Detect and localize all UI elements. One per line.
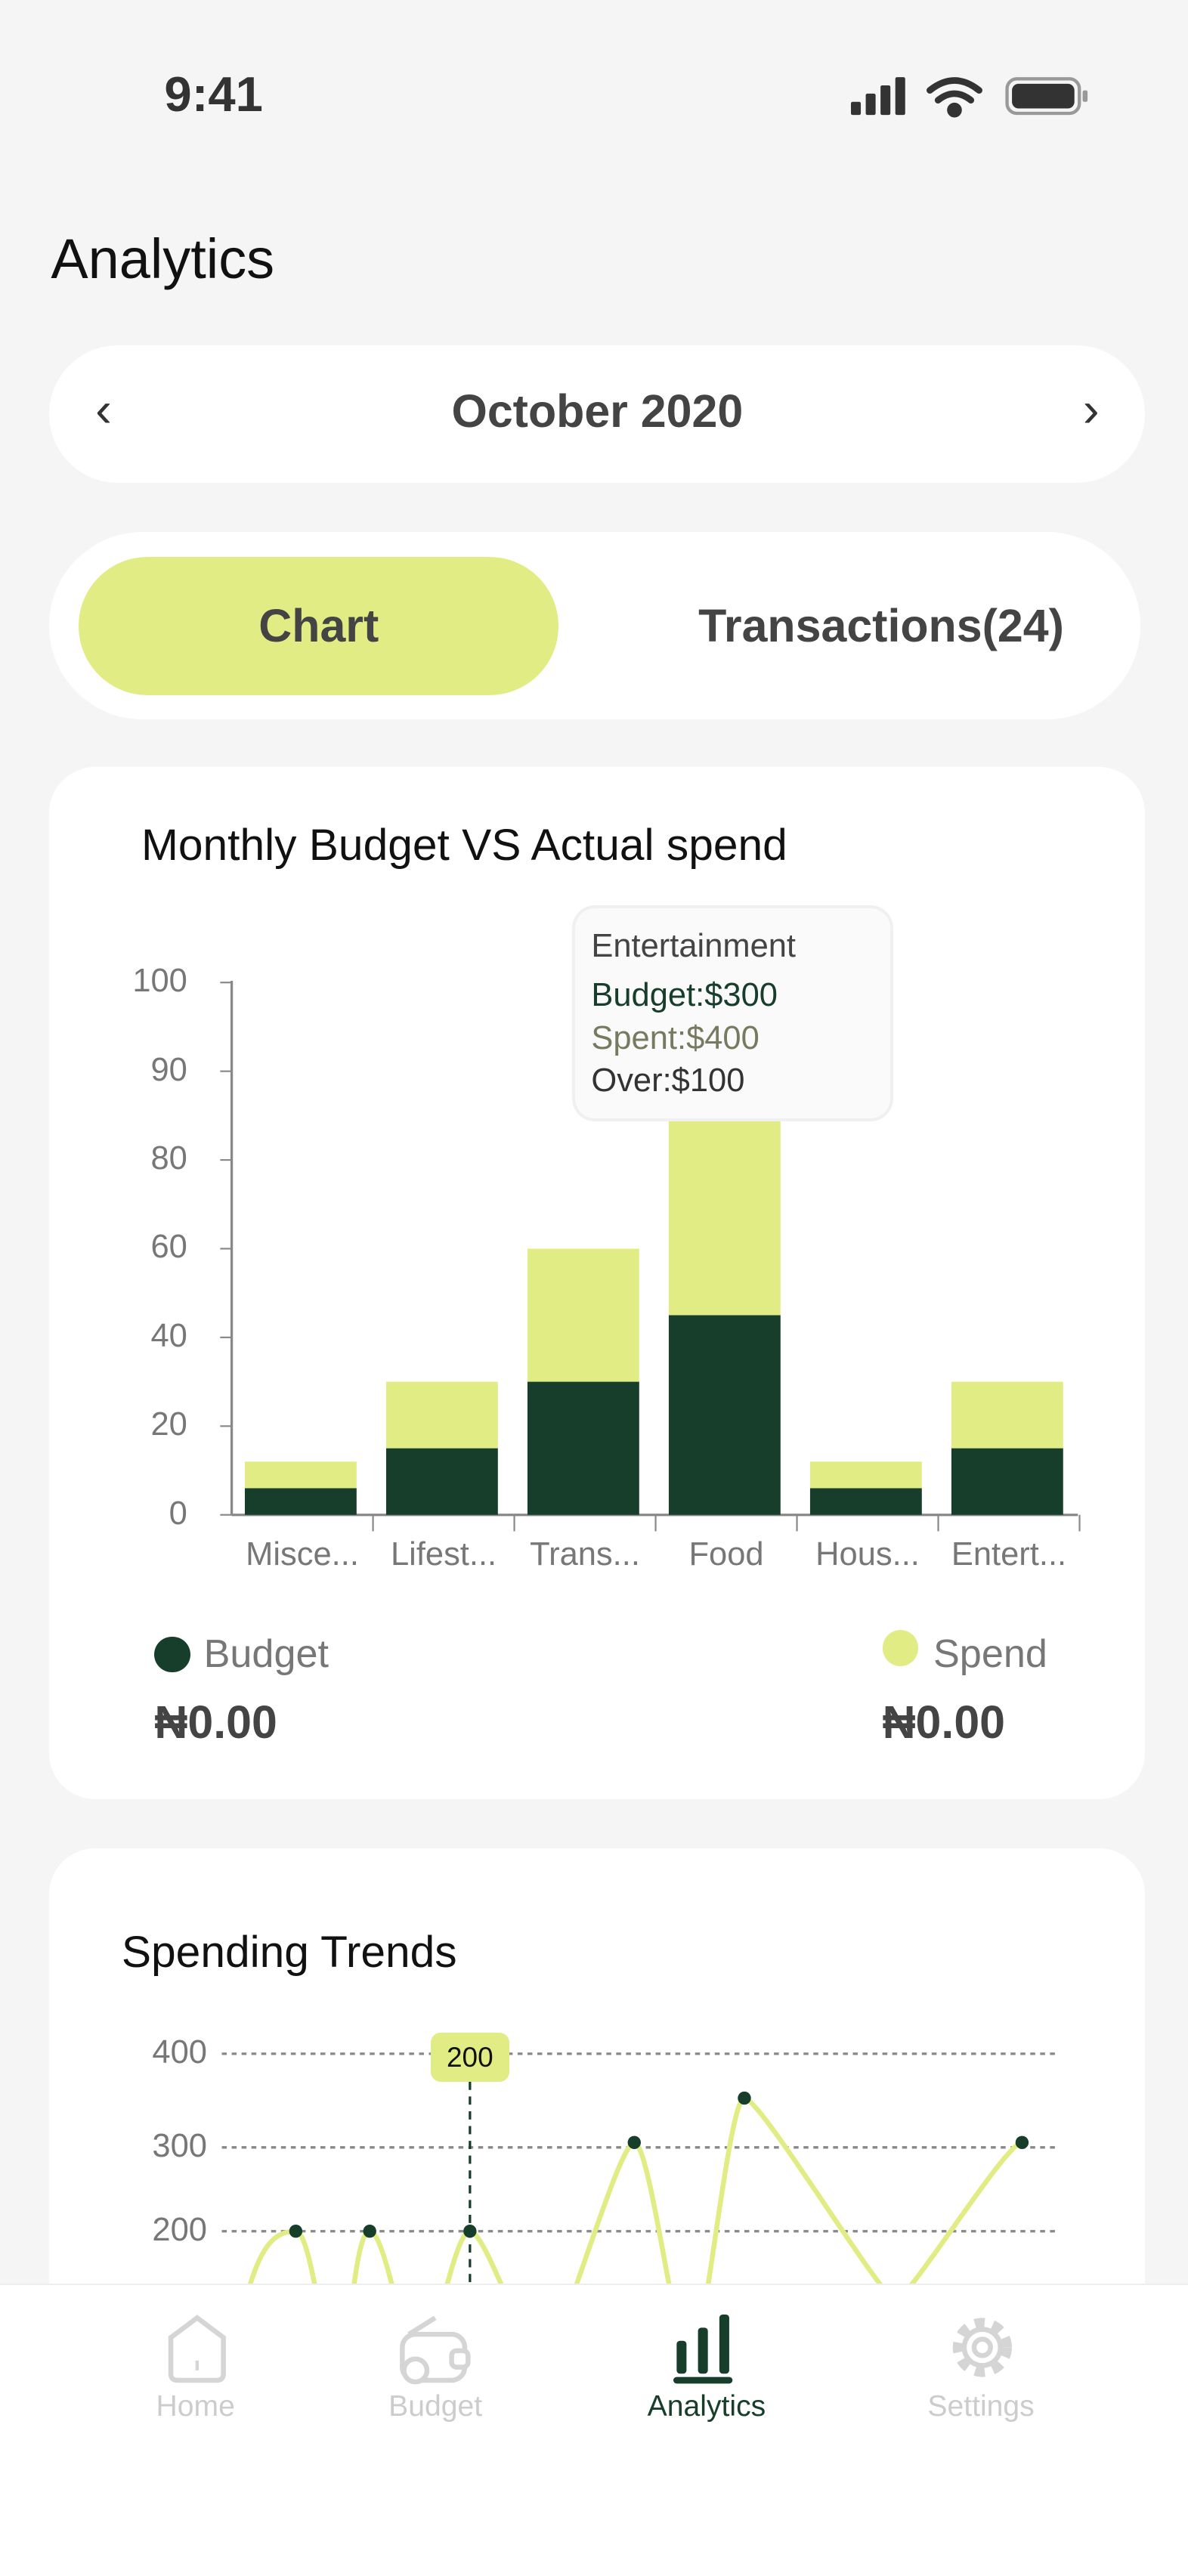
bar-spend-0 [244, 1461, 357, 1489]
trend-point-0 [289, 2225, 303, 2238]
nav-settings[interactable]: Settings [927, 2390, 1035, 2423]
analytics-icon[interactable] [673, 2315, 739, 2384]
nav-budget[interactable]: Budget [388, 2390, 483, 2423]
x-tick-label: Hous... [815, 1535, 920, 1573]
home-icon[interactable] [161, 2315, 234, 2383]
y-tick-label: 0 [169, 1495, 187, 1532]
wifi-icon [927, 77, 983, 118]
nav-analytics[interactable]: Analytics [647, 2390, 766, 2423]
y-tick-label: 90 [150, 1051, 187, 1088]
bar-spend-3 [668, 1115, 781, 1316]
battery-icon [1005, 77, 1088, 116]
settings-icon[interactable] [946, 2315, 1019, 2387]
tooltip-budget: Budget:$300 [591, 977, 778, 1014]
budget-amount: ₦0.00 [154, 1696, 277, 1748]
bar-budget-4 [809, 1488, 922, 1515]
bar-budget-0 [244, 1488, 357, 1515]
trend-point-2 [463, 2225, 477, 2238]
x-tick-label: Lifest... [390, 1535, 497, 1573]
y-tick-label: 60 [150, 1229, 187, 1266]
nav-home[interactable]: Home [156, 2390, 235, 2423]
bar-spend-2 [527, 1248, 639, 1382]
tooltip-over: Over:$100 [591, 1062, 745, 1099]
trend-point-5 [1015, 2135, 1029, 2149]
bottom-nav: Home Budget Analytics Settings [0, 2284, 1188, 2576]
bar-spend-1 [385, 1381, 498, 1449]
y-tick-label: 400 [152, 2033, 207, 2070]
chevron-right-icon[interactable]: › [1082, 382, 1100, 438]
x-tick-label: Trans... [530, 1535, 640, 1573]
tooltip-title: Entertainment [591, 928, 797, 965]
page-title: Analytics [51, 227, 275, 291]
trend-point-4 [738, 2091, 751, 2105]
budget-legend-label: Budget [203, 1632, 329, 1677]
bar-budget-1 [385, 1448, 498, 1515]
chevron-left-icon[interactable]: ‹ [95, 382, 112, 438]
x-tick-label: Food [688, 1535, 764, 1573]
status-icons [851, 77, 1088, 118]
bar-budget-5 [951, 1448, 1063, 1515]
chart-tooltip: Entertainment Budget:$300 Spent:$400 Ove… [571, 905, 894, 1122]
y-tick-label: 300 [152, 2127, 207, 2164]
y-tick-label: 40 [150, 1317, 187, 1354]
y-tick-label: 80 [150, 1140, 187, 1177]
spend-legend-label: Spend [933, 1632, 1047, 1677]
tab-transactions[interactable]: Transactions(24) [698, 600, 1064, 652]
x-tick-label: Entert... [951, 1535, 1067, 1573]
bar-budget-3 [668, 1315, 781, 1515]
y-tick-label: 200 [152, 2211, 207, 2248]
spend-legend-dot [882, 1629, 919, 1666]
trend-point-3 [627, 2135, 641, 2149]
bar-spend-5 [951, 1381, 1063, 1449]
chart-title: Monthly Budget VS Actual spend [141, 820, 787, 870]
bar-spend-4 [809, 1461, 922, 1489]
view-toggle: Chart Transactions(24) [49, 532, 1140, 720]
tab-chart[interactable]: Chart [79, 557, 559, 695]
trend-point-1 [363, 2225, 376, 2238]
status-time: 9:41 [164, 66, 263, 122]
trend-tooltip: 200 [430, 2032, 510, 2082]
x-tick-label: Misce... [246, 1535, 359, 1573]
budget-legend-dot [154, 1636, 191, 1673]
signal-icon [851, 77, 906, 116]
wallet-icon[interactable] [399, 2315, 475, 2387]
month-picker: ‹ October 2020 › [49, 345, 1146, 484]
month-label: October 2020 [451, 385, 744, 437]
spend-amount: ₦0.00 [882, 1696, 1006, 1748]
tooltip-spent: Spent:$400 [591, 1019, 760, 1056]
bar-budget-2 [527, 1381, 639, 1515]
y-tick-label: 20 [150, 1406, 187, 1443]
bar-chart [220, 981, 1081, 1532]
y-tick-label: 100 [132, 963, 187, 1000]
trends-title: Spending Trends [121, 1928, 457, 1978]
